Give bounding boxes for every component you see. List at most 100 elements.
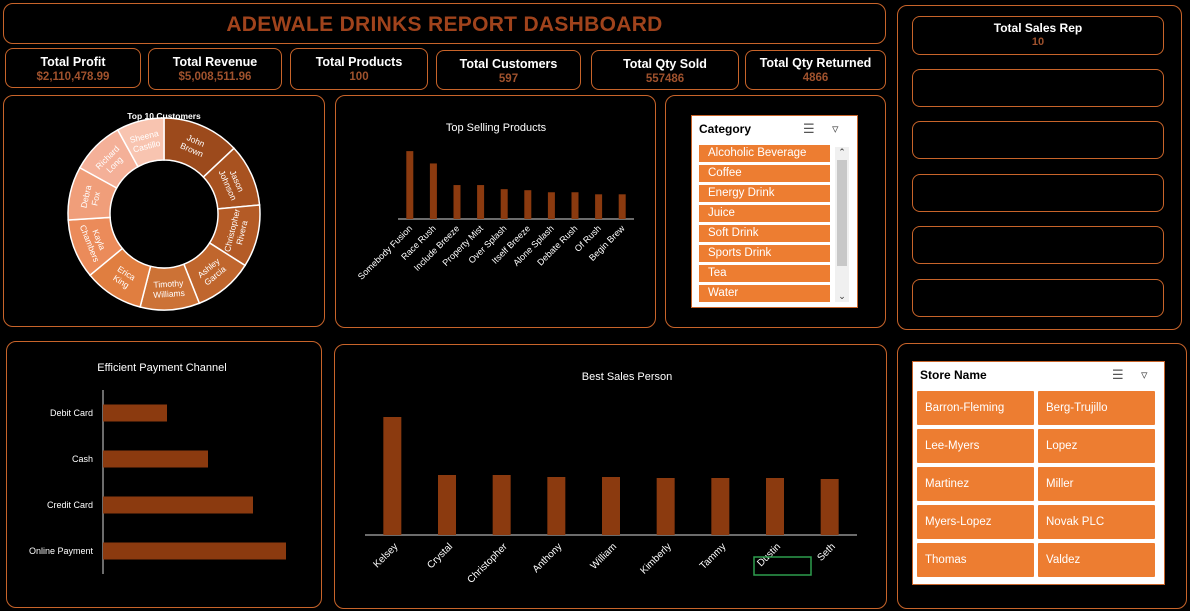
payment-bar[interactable] [103,542,286,560]
payment-bar[interactable] [103,496,253,514]
clear-filter-icon[interactable]: ▿ [832,121,839,136]
kpi-label: Total Products [315,55,403,69]
sales-rep-slot [912,279,1164,317]
salesperson-bar[interactable] [656,478,675,535]
salesperson-tick-label: Kelsey [371,541,400,570]
product-bar[interactable] [571,192,579,219]
category-slicer-title: Category [699,122,752,136]
donut-title: Top 10 Customers [127,111,201,121]
product-bar[interactable] [406,151,414,219]
product-bar[interactable] [524,190,532,219]
product-bar[interactable] [618,194,626,219]
top-customers-panel: Top 10 Customers JohnBrown JasonJohnson Ch… [3,95,325,327]
kpi-total-qty-sold: Total Qty Sold 557486 [591,50,739,90]
kpi-total-products: Total Products 100 [290,48,428,90]
kpi-label: Total Revenue [172,55,258,69]
category-item[interactable]: Tea [699,265,830,282]
product-bar[interactable] [547,192,555,219]
multi-select-icon[interactable]: ☰ [1112,367,1124,382]
store-item[interactable]: Novak PLC [1038,505,1155,539]
donut-slice[interactable] [116,117,165,168]
kpi-total-qty-returned: Total Qty Returned 4866 [745,50,886,90]
category-item[interactable]: Energy Drink [699,185,830,202]
best-sales-person-panel: Best Sales Person Kelsey Crystal Christoph… [334,344,887,609]
payment-bar[interactable] [103,404,167,422]
category-item[interactable]: Coffee [699,165,830,182]
slicer-scrollbar[interactable]: ⌃ ⌄ [835,147,849,302]
payment-tick-label: Debit Card [50,408,93,418]
top-products-chart: Top Selling Products Somebody FusionRace… [356,122,634,282]
salesperson-bar[interactable] [492,475,511,535]
salesperson-bar[interactable] [820,479,839,535]
salesperson-bar[interactable] [547,477,566,535]
product-bar[interactable] [429,163,437,219]
salesperson-tick-label: Dustin [755,541,783,569]
kpi-value: $2,110,478.99 [36,71,110,83]
store-slicer-title: Store Name [920,368,987,382]
product-bar[interactable] [453,185,461,219]
products-title: Top Selling Products [446,122,547,134]
category-item[interactable]: Sports Drink [699,245,830,262]
product-bar[interactable] [500,189,508,219]
payment-channel-panel: Efficient Payment Channel Debit Card Cash… [6,341,322,608]
kpi-value: 597 [498,73,519,85]
product-bar[interactable] [595,194,603,219]
kpi-value: 4866 [802,72,829,84]
sales-rep-value: 10 [1031,36,1045,48]
sales-rep-slot [912,174,1164,212]
store-item[interactable]: Lopez [1038,429,1155,463]
kpi-label: Total Qty Returned [759,56,872,70]
sales-title: Best Sales Person [582,371,673,383]
kpi-value: $5,008,511.96 [178,71,252,83]
kpi-total-profit: Total Profit $2,110,478.99 [5,48,141,88]
salesperson-tick-label: Christopher [465,541,510,586]
salesperson-bar[interactable] [438,475,456,535]
category-item[interactable]: Soft Drink [699,225,830,242]
product-bar[interactable] [477,185,485,219]
kpi-total-customers: Total Customers 597 [436,50,581,90]
payment-tick-label: Online Payment [29,546,94,556]
scroll-thumb[interactable] [837,160,847,266]
store-item[interactable]: Martinez [917,467,1034,501]
header-panel: ADEWALE DRINKS REPORT DASHBOARD [3,3,886,44]
store-item[interactable]: Miller [1038,467,1155,501]
scroll-up-icon[interactable]: ⌃ [838,147,846,157]
kpi-value: 557486 [645,73,685,85]
store-item[interactable]: Barron-Fleming [917,391,1034,425]
scroll-down-icon[interactable]: ⌄ [838,291,846,301]
store-item[interactable]: Valdez [1038,543,1155,577]
category-item[interactable]: Water [699,285,830,302]
top-customers-chart: Top 10 Customers JohnBrownJasonJohnsonCh… [67,111,261,311]
sales-rep-slot [912,121,1164,159]
salesperson-bar[interactable] [766,478,784,535]
salesperson-tick-label: Seth [815,541,837,563]
sales-rep-label: Total Sales Rep [993,21,1083,35]
payment-bar[interactable] [103,450,208,468]
store-item[interactable]: Myers-Lopez [917,505,1034,539]
category-item[interactable]: Juice [699,205,830,222]
clear-filter-icon[interactable]: ▿ [1141,367,1148,382]
store-item[interactable]: Lee-Myers [917,429,1034,463]
payment-channel-chart: Efficient Payment Channel Debit Card Cash… [29,362,286,574]
selected-cell-marker [753,556,812,576]
salesperson-tick-label: Tammy [698,541,729,572]
sales-rep-slot [912,226,1164,264]
sales-rep-slot [912,69,1164,107]
multi-select-icon[interactable]: ☰ [803,121,815,136]
donut-hole [111,161,217,267]
salesperson-bar[interactable] [383,417,402,535]
salesperson-tick-label: William [589,541,620,572]
payment-tick-label: Cash [72,454,93,464]
salesperson-bar[interactable] [602,477,620,535]
donut-slice-label: TimothyWilliams [152,278,185,300]
category-item[interactable]: Alcoholic Beverage [699,145,830,162]
store-item[interactable]: Thomas [917,543,1034,577]
kpi-label: Total Qty Sold [623,57,707,71]
salesperson-tick-label: Crystal [425,541,455,571]
salesperson-bar[interactable] [711,478,730,535]
store-item[interactable]: Berg-Trujillo [1038,391,1155,425]
kpi-value: 100 [349,71,369,83]
payment-title: Efficient Payment Channel [97,362,226,374]
best-sales-person-chart: Best Sales Person Kelsey Crystal Christoph… [365,371,857,586]
kpi-label: Total Profit [40,55,106,69]
